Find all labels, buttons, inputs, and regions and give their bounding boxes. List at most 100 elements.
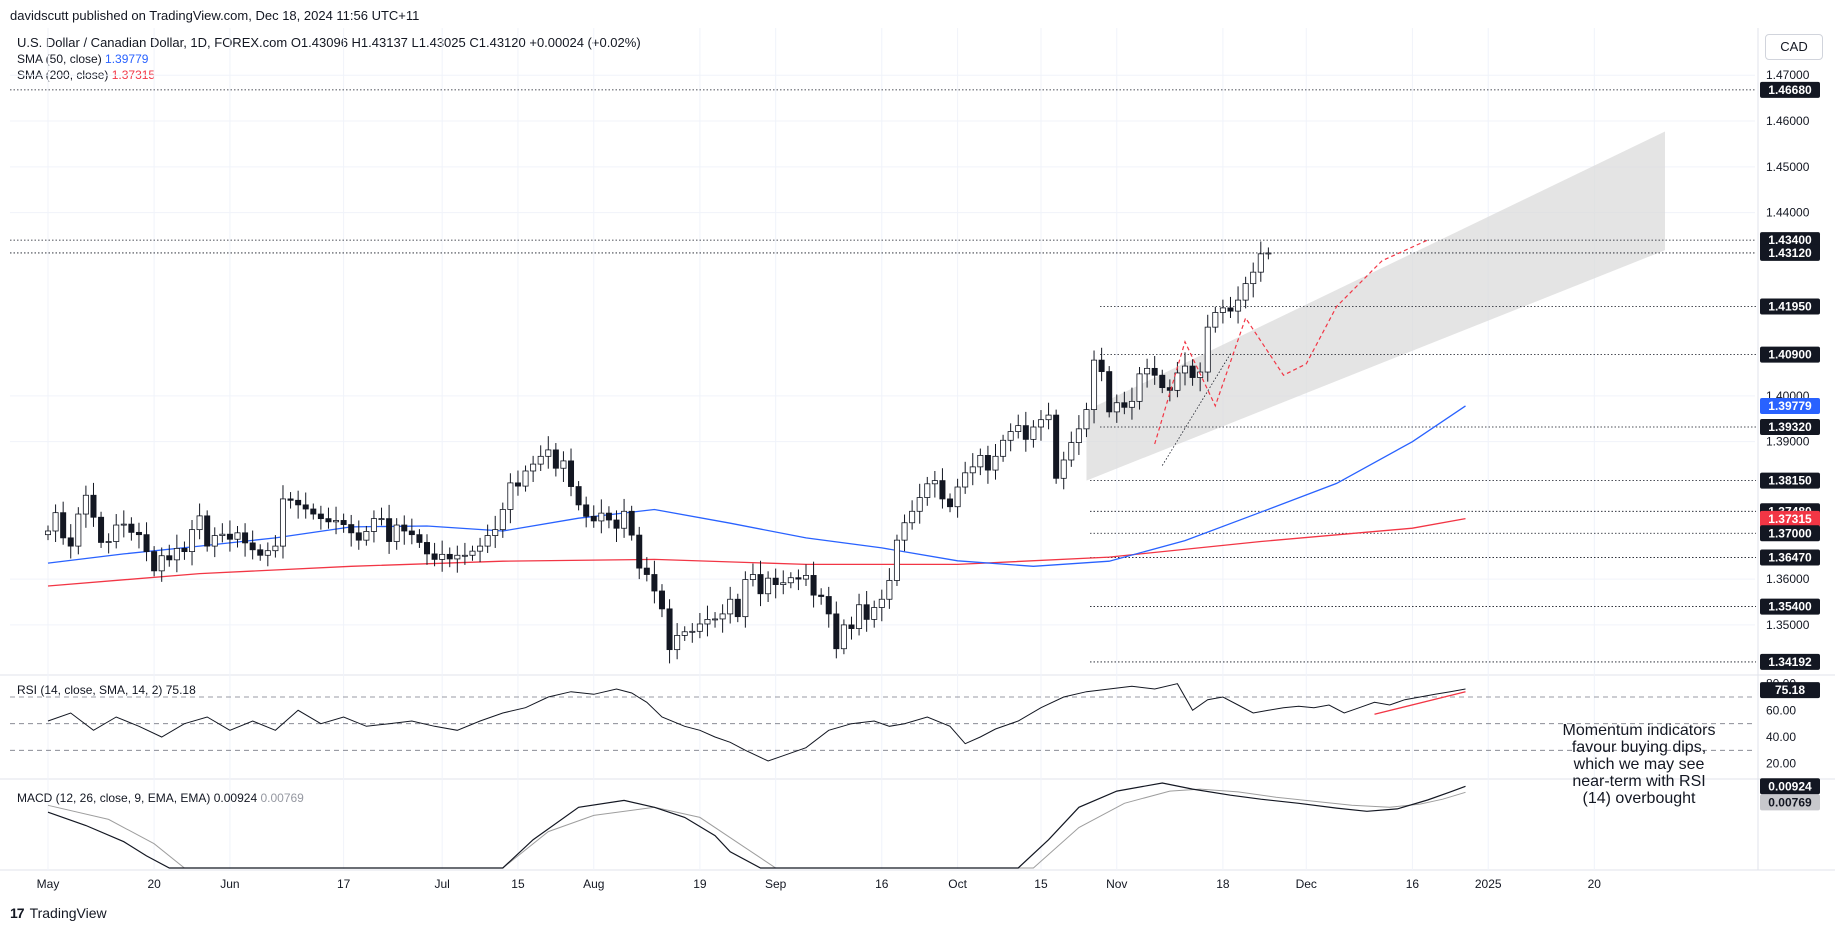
candle	[848, 616, 855, 640]
price-level-label: 1.43400	[1760, 232, 1820, 249]
candle	[166, 544, 173, 567]
candle-body-up	[969, 466, 976, 474]
candle	[727, 586, 734, 624]
candle-body-up	[992, 455, 999, 471]
candle-body-up	[1037, 419, 1044, 428]
candle-body-up	[1083, 409, 1090, 430]
candle	[552, 443, 559, 477]
rsi-value-label-bg	[1760, 682, 1820, 699]
price-level-label-text: 1.39320	[1768, 420, 1812, 434]
candle	[484, 524, 491, 553]
candle	[401, 515, 408, 545]
candle	[1045, 402, 1052, 430]
x-tick-label: 16	[1406, 877, 1420, 891]
candle-body-up	[719, 613, 726, 620]
rsi-tick-label: 60.00	[1766, 703, 1796, 717]
candle	[537, 445, 544, 471]
y-tick-label: 1.39000	[1766, 435, 1810, 449]
rsi-header[interactable]: RSI (14, close, SMA, 14, 2) 75.18	[17, 683, 196, 697]
candle-body-down	[984, 455, 991, 471]
candle-body-down	[295, 499, 302, 506]
price-level-label-text: 1.41950	[1768, 300, 1812, 314]
candle-body-up	[52, 512, 59, 532]
candle-body-up	[901, 522, 908, 541]
candle	[568, 448, 575, 497]
sma50-legend[interactable]: SMA (50, close) 1.39779	[17, 52, 148, 66]
candle	[749, 563, 756, 587]
tradingview-mark-icon: 17	[10, 905, 25, 921]
candle	[613, 510, 620, 542]
price-level-label-text: 1.46680	[1768, 83, 1812, 97]
candle	[128, 517, 135, 541]
candle	[1037, 410, 1044, 441]
candle-body-down	[1106, 371, 1113, 413]
candle	[363, 525, 370, 546]
candle-body-up	[461, 554, 468, 557]
candle-body-up	[1182, 365, 1189, 374]
tradingview-logo[interactable]: 17 TradingView	[10, 905, 107, 921]
candle-body-up	[886, 580, 893, 600]
price-level-label-bg	[1760, 549, 1820, 566]
candle	[1128, 387, 1135, 420]
candle	[984, 445, 991, 484]
candle-body-up	[393, 524, 400, 542]
price-level-label-text: 1.34192	[1768, 655, 1812, 669]
candle-body-down	[772, 577, 779, 585]
candle-body-down	[613, 519, 620, 529]
price-level-label-bg	[1760, 397, 1820, 414]
candle	[992, 443, 999, 480]
candle	[181, 541, 188, 560]
candle	[272, 535, 279, 558]
candle-body-up	[674, 635, 681, 651]
candle-body-down	[1151, 367, 1158, 376]
candle-body-up	[530, 463, 537, 472]
candle	[977, 448, 984, 476]
candle	[545, 436, 552, 469]
candle-body-up	[1136, 373, 1143, 402]
candle-body-up	[1257, 253, 1264, 273]
candle-body-up	[484, 535, 491, 547]
pattern-trendline	[1161, 353, 1231, 466]
price-level-label-text: 1.37315	[1768, 512, 1812, 526]
price-level-label-bg	[1760, 472, 1820, 489]
currency-button[interactable]: CAD	[1765, 34, 1823, 60]
candle	[1106, 366, 1113, 418]
candle-body-down	[833, 613, 840, 650]
candle-body-down	[636, 534, 643, 569]
candle-body-down	[666, 608, 673, 651]
candle-body-up	[211, 535, 218, 547]
candle-body-up	[924, 483, 931, 498]
candle	[507, 473, 514, 524]
candle	[840, 619, 847, 655]
candle	[423, 534, 430, 565]
candle-body-down	[848, 624, 855, 629]
candle-body-up	[1128, 400, 1135, 408]
price-level-label: 1.41950	[1760, 298, 1820, 315]
price-level-label-bg	[1760, 419, 1820, 436]
y-tick-label: 1.35000	[1766, 618, 1810, 632]
candle	[947, 493, 954, 513]
candle-body-up	[1144, 367, 1151, 375]
candle	[878, 589, 885, 622]
candle-body-up	[560, 460, 567, 469]
candle	[234, 525, 241, 548]
candle	[803, 564, 810, 586]
candle	[82, 485, 89, 528]
price-level-label-text: 1.43400	[1768, 233, 1812, 247]
candle	[636, 526, 643, 580]
candle	[416, 529, 423, 548]
candle	[909, 500, 916, 530]
candle-body-up	[909, 510, 916, 524]
candle	[1136, 366, 1143, 410]
candle	[302, 492, 309, 519]
macd-signal-label-text: 0.00769	[1768, 795, 1812, 809]
macd-header[interactable]: MACD (12, 26, close, 9, EMA, EMA) 0.0092…	[17, 791, 304, 805]
candle-body-down	[67, 537, 74, 547]
candle	[189, 519, 196, 566]
candle-body-up	[158, 555, 165, 572]
candle-body-down	[575, 486, 582, 506]
candle-body-up	[75, 513, 82, 547]
x-tick-label: Jun	[220, 877, 239, 891]
candle	[1250, 262, 1257, 298]
